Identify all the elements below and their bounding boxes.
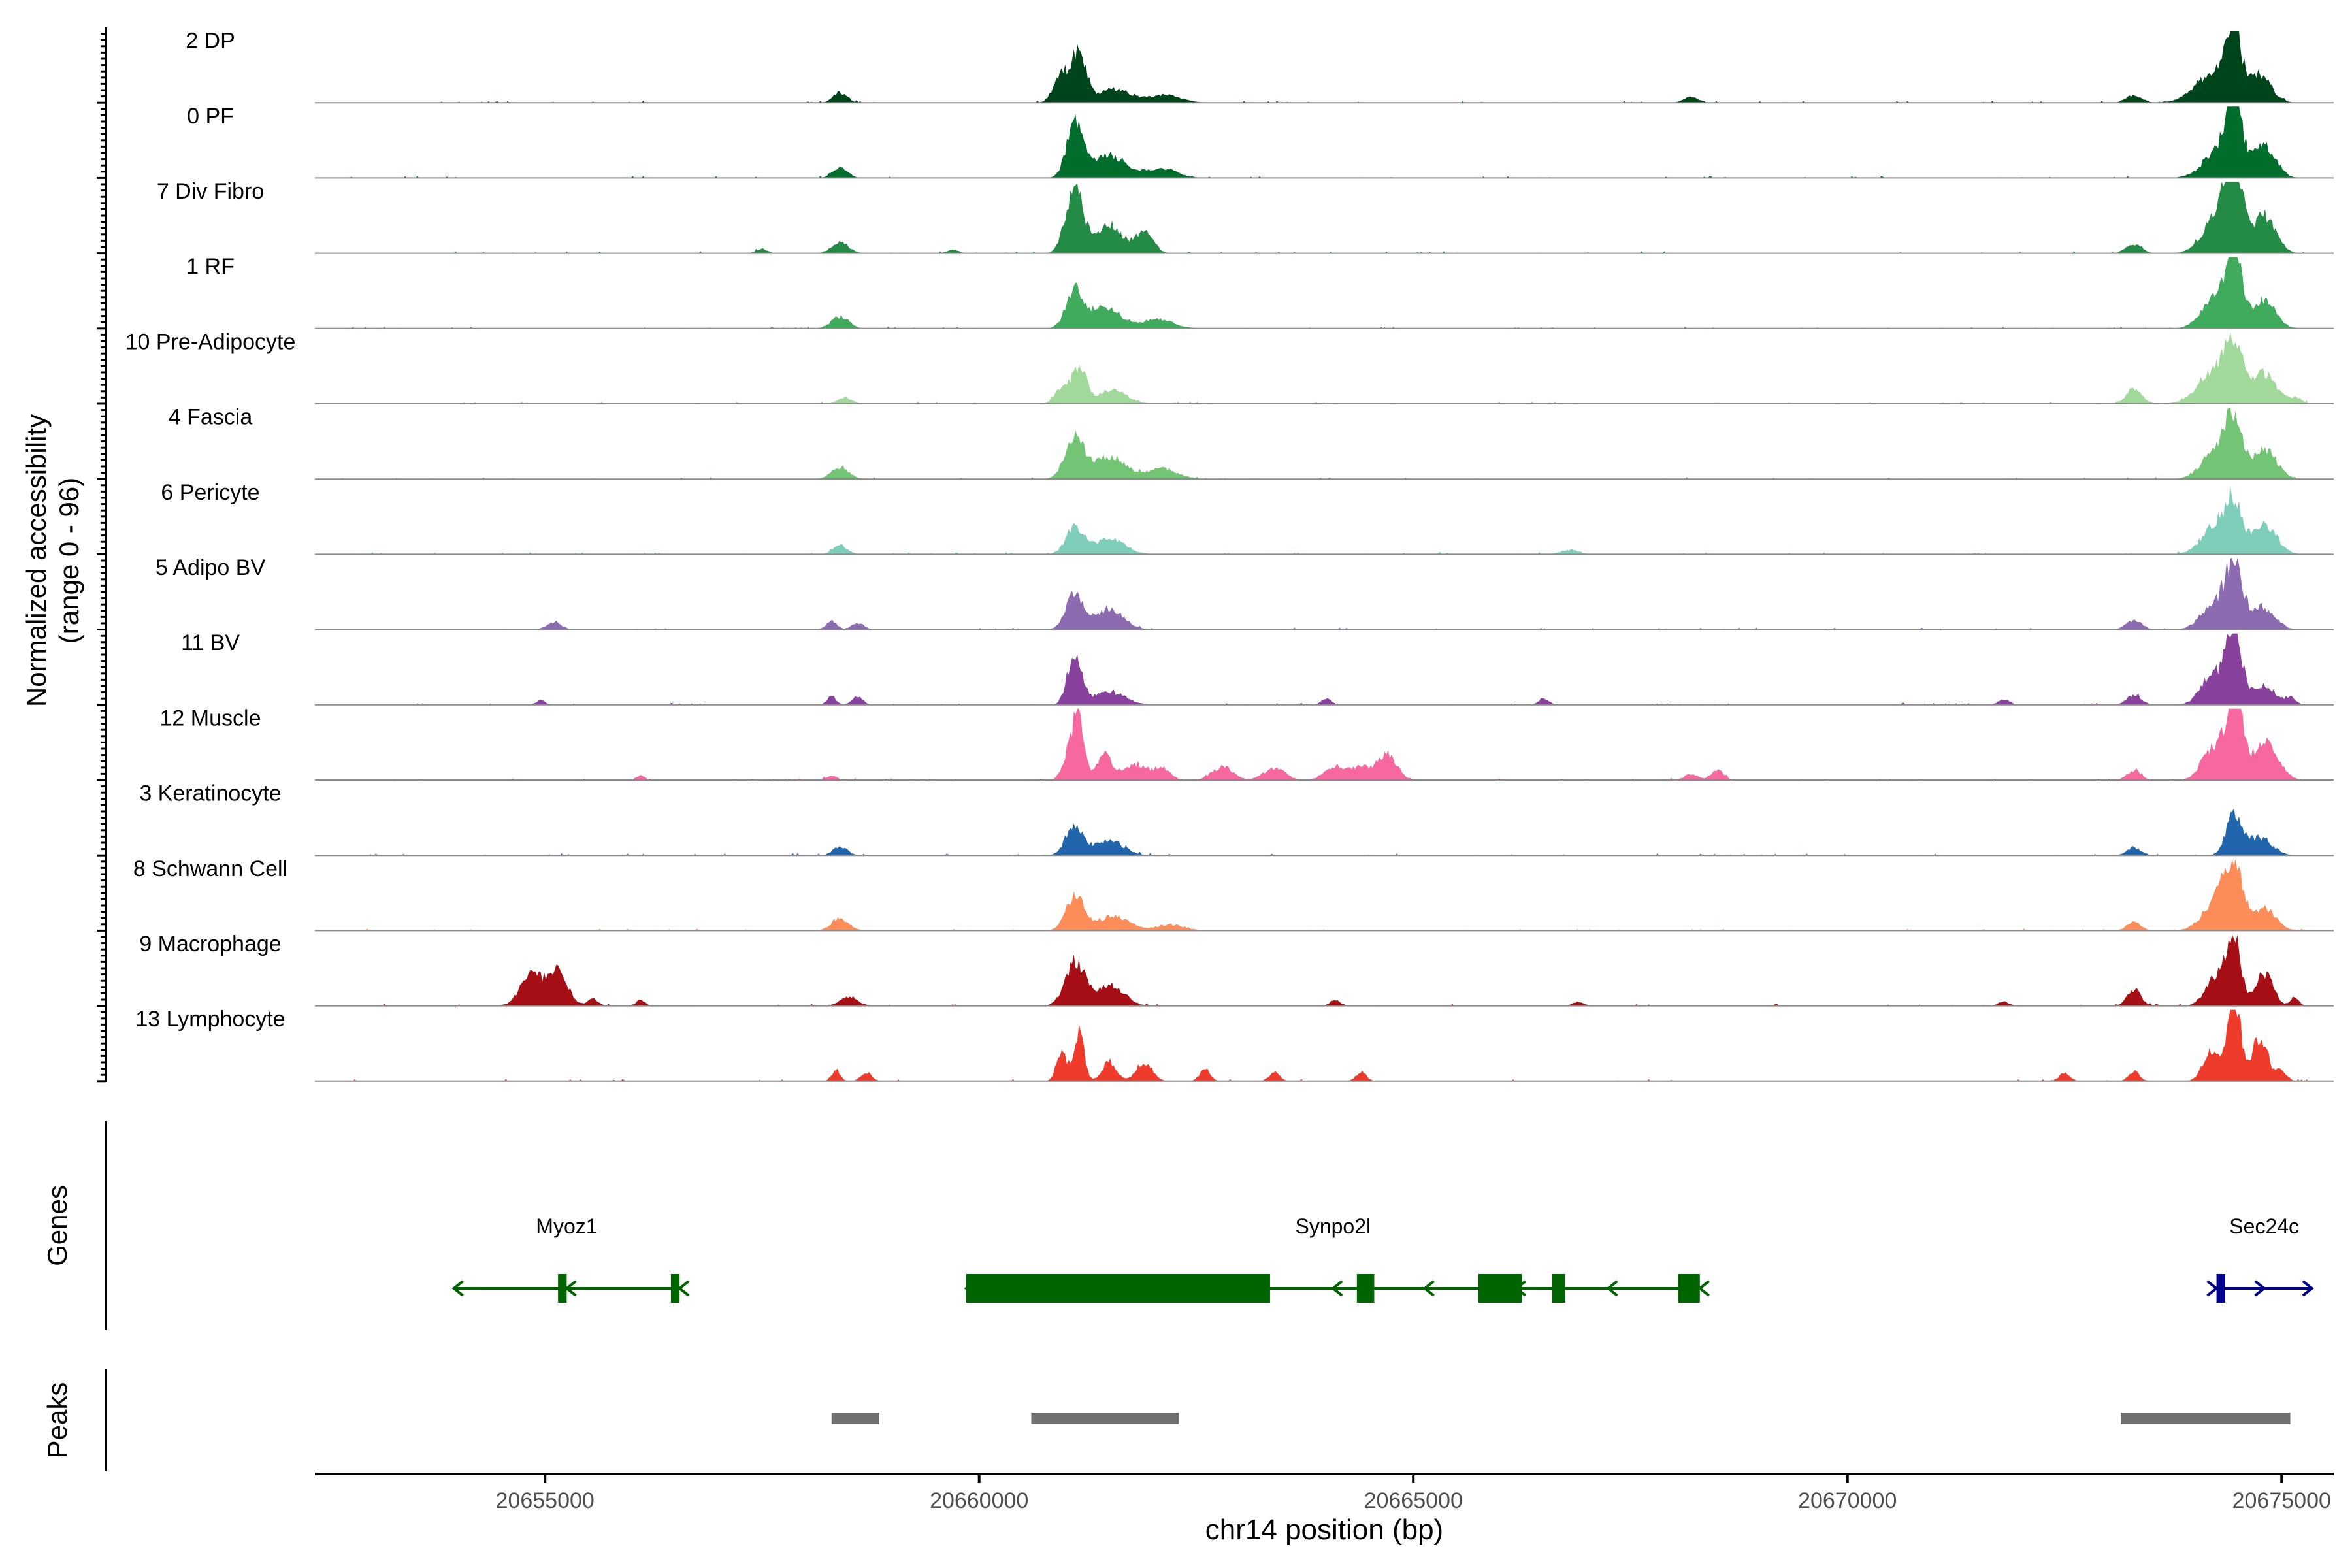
track-6: 4 Fascia <box>169 405 2334 480</box>
exon <box>1478 1274 1522 1303</box>
coverage-area <box>340 486 2308 555</box>
track-label: 7 Div Fibro <box>157 179 264 204</box>
coverage-area <box>340 708 2308 780</box>
strand-arrow <box>2206 1280 2219 1297</box>
y-axis-ticks <box>97 33 106 1083</box>
track-1: 2 DP <box>186 29 2334 104</box>
coverage-tracks: 2 DP 0 PF 7 Div Fibro 1 RF 10 Pre-Adipocyte 4… <box>125 29 2334 1082</box>
track-label: 5 Adipo BV <box>155 555 266 580</box>
track-4: 1 RF <box>186 254 2334 329</box>
track-label: 4 Fascia <box>169 405 253 430</box>
coverage-area <box>340 633 2308 705</box>
exon <box>1356 1274 1375 1303</box>
track-label: 1 RF <box>186 254 235 279</box>
y-axis-title: Normalized accessibility (range 0 - 96) <box>21 414 84 707</box>
peaks-track: Peaks <box>42 1369 2291 1471</box>
track-label: 9 Macrophage <box>139 932 281 956</box>
track-label: 8 Schwann Cell <box>133 857 287 881</box>
x-tick-label: 20655000 <box>496 1488 595 1513</box>
coverage-area <box>340 31 2308 103</box>
strand-arrow <box>677 1280 690 1297</box>
track-label: 2 DP <box>186 29 235 54</box>
strand-arrow <box>1422 1280 1435 1297</box>
track-9: 11 BV <box>181 630 2334 706</box>
track-label: 13 Lymphocyte <box>135 1007 285 1032</box>
gene-label: Synpo2l <box>1295 1215 1371 1238</box>
exon <box>2216 1274 2225 1303</box>
x-tick-label: 20660000 <box>930 1488 1028 1513</box>
coverage-area <box>340 808 2308 856</box>
gene-myoz1: Myoz1 <box>451 1215 690 1303</box>
track-7: 6 Pericyte <box>161 480 2334 555</box>
gene-label: Sec24c <box>2229 1215 2299 1238</box>
x-tick-label: 20675000 <box>2232 1488 2331 1513</box>
coverage-area <box>340 408 2308 480</box>
track-label: 12 Muscle <box>160 706 261 730</box>
track-5: 10 Pre-Adipocyte <box>125 329 2334 404</box>
exon <box>670 1274 680 1303</box>
track-label: 10 Pre-Adipocyte <box>125 329 296 354</box>
y-axis-title-line1: Normalized accessibility <box>21 414 52 707</box>
coverage-area <box>340 859 2308 931</box>
x-tick-label: 20670000 <box>1798 1488 1897 1513</box>
exon <box>1678 1274 1700 1303</box>
gene-annotation-track: Genes Myoz1 Synpo2l Sec24c <box>42 1121 2315 1330</box>
strand-arrow <box>1606 1280 1618 1297</box>
track-label: 0 PF <box>187 104 234 129</box>
coverage-area <box>340 332 2308 404</box>
peak-region <box>2121 1413 2291 1424</box>
strand-arrow <box>2254 1280 2266 1297</box>
x-axis: 20655000 20660000 20665000 20670000 20675000… <box>315 1473 2334 1546</box>
y-axis: Normalized accessibility (range 0 - 96) <box>21 27 107 1083</box>
coverage-area <box>340 558 2308 630</box>
peaks-track-title: Peaks <box>42 1382 73 1459</box>
track-8: 5 Adipo BV <box>155 555 2334 630</box>
gene-synpo2l: Synpo2l <box>964 1215 1710 1303</box>
x-tick-label: 20665000 <box>1364 1488 1463 1513</box>
strand-arrow <box>1697 1280 1710 1297</box>
track-10: 12 Muscle <box>160 706 2334 781</box>
gene-sec24c: Sec24c <box>2206 1215 2315 1303</box>
x-axis-title: chr14 position (bp) <box>1205 1514 1443 1546</box>
track-14: 13 Lymphocyte <box>135 1007 2334 1082</box>
track-13: 9 Macrophage <box>139 932 2334 1007</box>
strand-arrow <box>1331 1280 1343 1297</box>
track-2: 0 PF <box>187 104 2334 179</box>
track-label: 11 BV <box>181 630 240 655</box>
coverage-area <box>340 182 2308 253</box>
strand-arrow <box>2302 1280 2315 1297</box>
exon <box>966 1274 1270 1303</box>
strand-arrow <box>451 1280 464 1297</box>
exon <box>558 1274 567 1303</box>
peak-region <box>1031 1413 1179 1424</box>
track-11: 3 Keratinocyte <box>139 781 2334 857</box>
coverage-area <box>340 1009 2308 1081</box>
track-label: 3 Keratinocyte <box>139 781 281 806</box>
gene-label: Myoz1 <box>536 1215 597 1238</box>
x-axis-ticks: 20655000 20660000 20665000 20670000 20675000 <box>496 1474 2331 1513</box>
track-12: 8 Schwann Cell <box>133 857 2334 932</box>
coverage-area <box>340 934 2308 1006</box>
genes-track-title: Genes <box>42 1185 73 1266</box>
peak-region <box>831 1413 879 1424</box>
track-3: 7 Div Fibro <box>157 179 2334 254</box>
coverage-area <box>340 257 2308 329</box>
track-label: 6 Pericyte <box>161 480 259 505</box>
coverage-area <box>340 106 2308 178</box>
y-axis-title-line2: (range 0 - 96) <box>54 478 84 644</box>
exon <box>1552 1274 1565 1303</box>
